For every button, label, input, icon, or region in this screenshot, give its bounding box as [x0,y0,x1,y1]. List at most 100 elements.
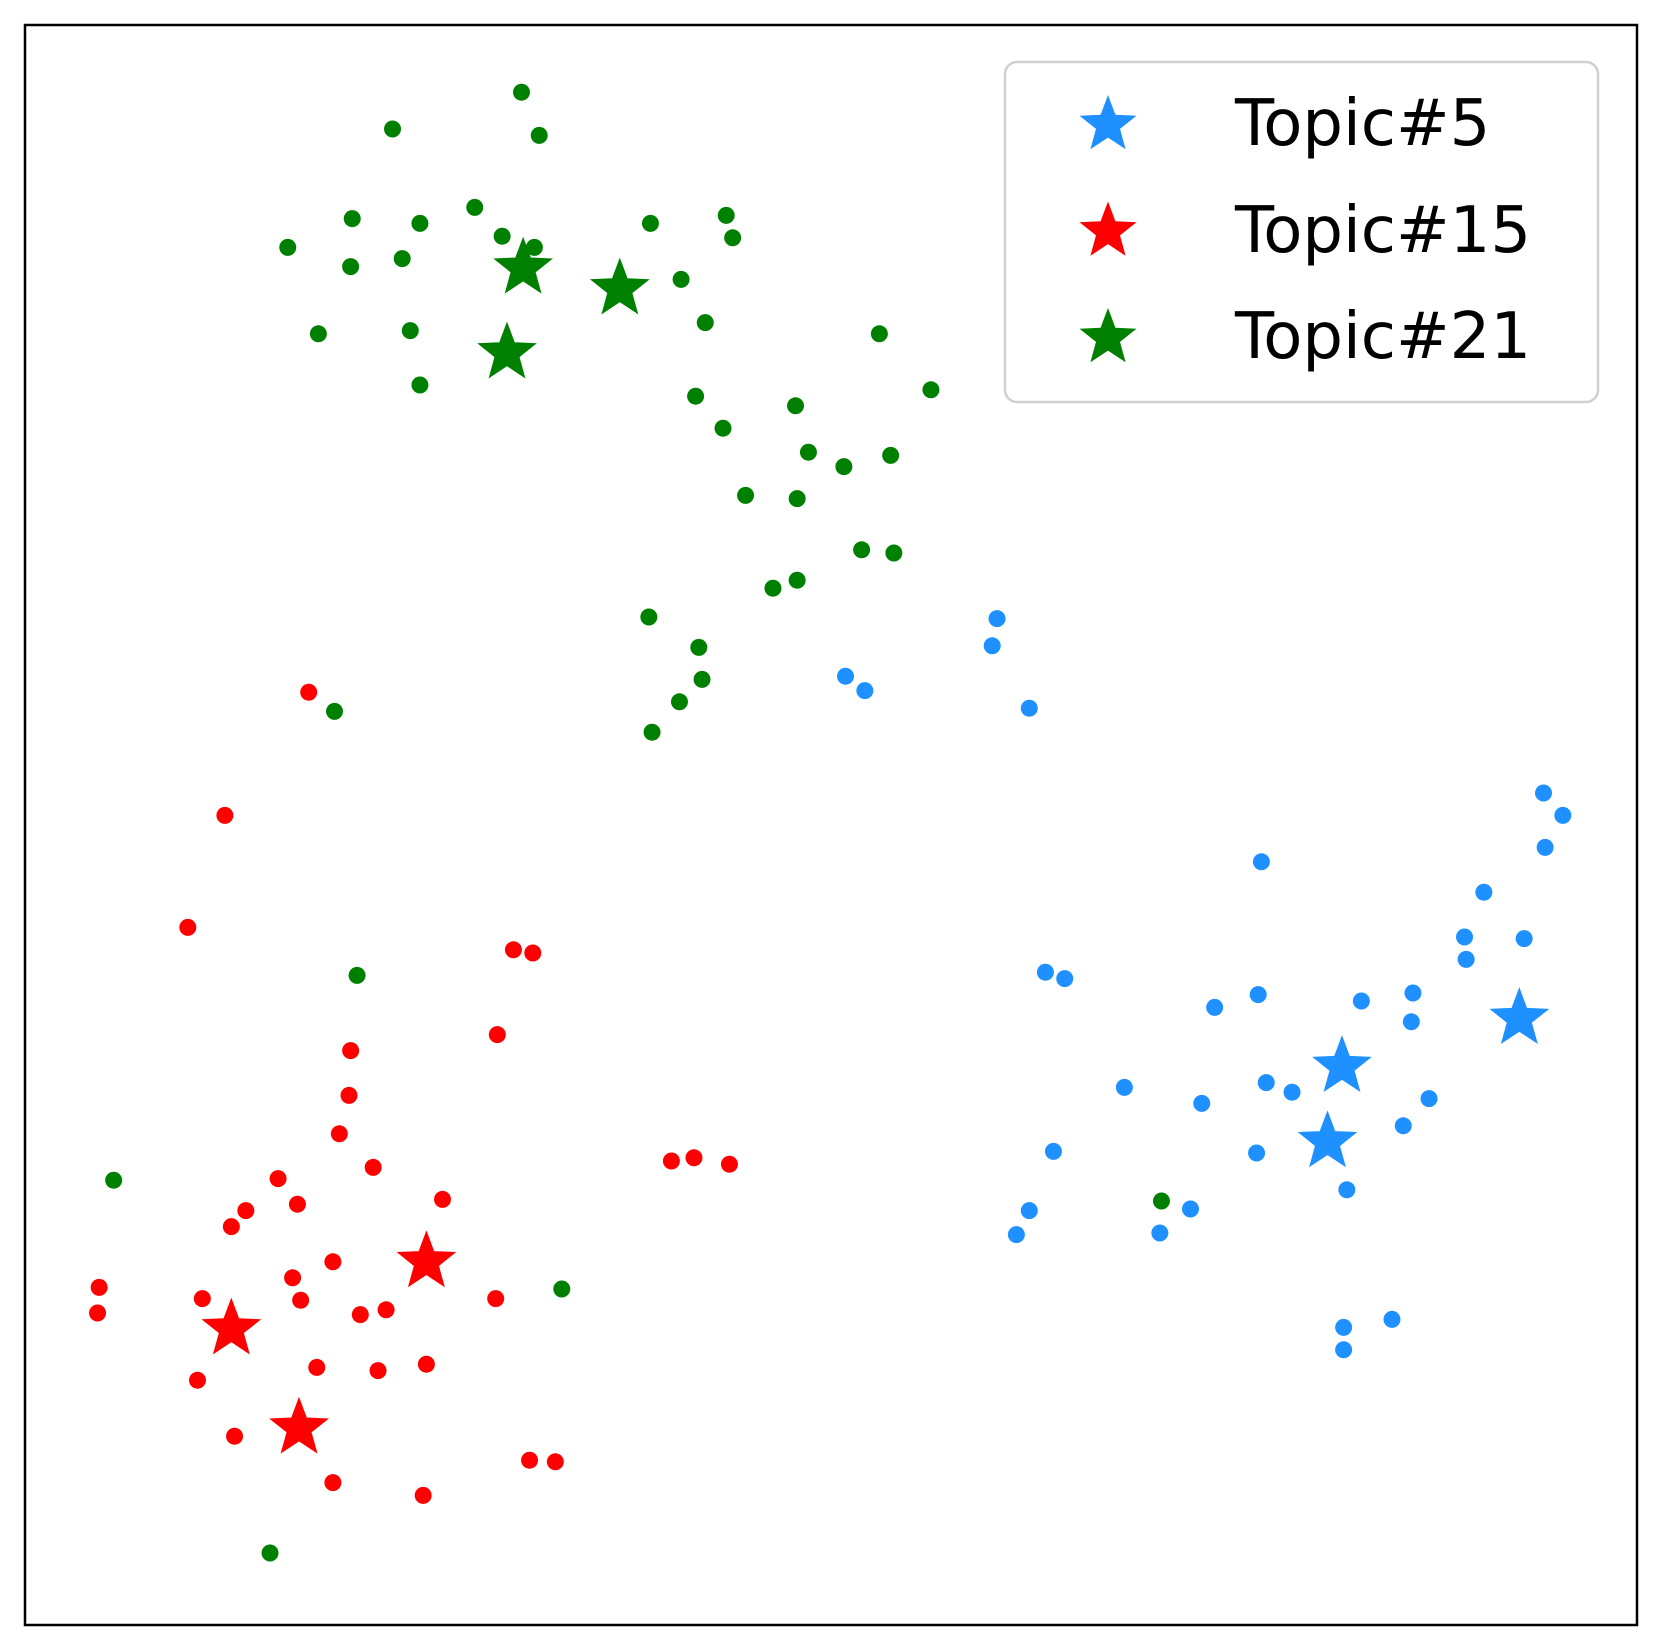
data-point-topic15 [524,944,542,962]
centroids-layer [201,236,1550,1454]
data-point-topic5 [1456,928,1474,946]
centroid-star-topic5 [1297,1110,1358,1168]
data-point-topic21 [411,214,429,232]
centroid-star-topic21 [493,236,553,294]
data-point-topic21 [466,198,484,216]
data-point-topic5 [1457,950,1475,968]
centroid-star-topic5 [1489,987,1550,1045]
data-point-topic15 [720,1155,738,1173]
data-point-topic15 [284,1269,302,1287]
data-point-topic21 [835,458,853,476]
data-point-topic5 [1283,1083,1301,1101]
data-point-topic5 [1338,1181,1356,1199]
data-point-topic15 [340,1086,358,1104]
legend: Topic#5 Topic#15 Topic#21 [1003,60,1600,404]
data-point-topic5 [1115,1078,1133,1096]
data-point-topic15 [188,1371,206,1389]
data-point-topic15 [377,1301,395,1319]
data-point-topic5 [1020,1202,1038,1220]
data-point-topic5 [1036,963,1054,981]
legend-label-topic21: Topic#21 [1234,300,1531,374]
data-point-topic5 [1206,998,1224,1016]
centroid-star-topic21 [477,321,537,379]
data-point-topic21 [530,126,548,144]
data-point-topic5 [1056,970,1074,988]
data-point-topic21 [870,325,888,343]
data-point-topic21 [512,83,530,101]
data-point-topic5 [988,610,1006,628]
data-point-topic21 [788,490,806,508]
data-point-topic21 [885,544,903,562]
data-point-topic21 [309,325,327,343]
data-point-topic5 [856,682,874,700]
data-point-topic5 [1394,1117,1412,1135]
data-point-topic21 [882,446,900,464]
data-point-topic15 [237,1202,255,1220]
data-point-topic21 [643,723,661,741]
data-point-topic21 [853,541,871,559]
centroid-star-topic5 [1312,1035,1372,1093]
data-point-topic21 [493,227,511,245]
legend-marker-topic21 [1079,308,1137,363]
data-point-topic15 [546,1453,564,1471]
centroid-star-topic15 [396,1230,457,1288]
data-point-topic15 [288,1195,306,1213]
data-point-topic15 [308,1358,326,1376]
data-point-topic21 [326,702,344,720]
data-point-topic5 [1151,1224,1169,1242]
data-point-topic15 [324,1253,342,1271]
data-point-topic5 [1181,1200,1199,1218]
data-point-topic5 [837,667,855,685]
data-point-topic5 [1383,1310,1401,1328]
points-layer [89,83,1572,1562]
centroid-star-topic15 [269,1396,329,1454]
centroid-star-topic21 [589,257,650,315]
data-point-topic21 [401,322,419,340]
data-point-topic15 [89,1304,107,1322]
data-point-topic5 [1335,1341,1353,1359]
data-point-topic15 [222,1218,240,1236]
data-point-topic15 [434,1190,452,1208]
data-point-topic21 [105,1171,123,1189]
data-point-topic15 [414,1486,432,1504]
data-point-topic5 [1475,883,1493,901]
data-point-topic21 [411,376,429,394]
data-point-topic21 [696,314,714,332]
data-point-topic21 [279,238,297,256]
data-point-topic21 [687,387,705,405]
data-point-topic5 [1535,784,1553,802]
data-point-topic15 [417,1355,435,1373]
data-point-topic5 [1193,1094,1211,1112]
data-point-topic15 [662,1152,680,1170]
data-point-topic5 [1404,984,1422,1002]
data-point-topic15 [342,1042,360,1060]
data-point-topic21 [764,579,782,597]
data-point-topic15 [292,1291,310,1309]
legend-label-topic5: Topic#5 [1234,87,1490,161]
data-point-topic21 [788,571,806,589]
data-point-topic21 [384,120,402,138]
data-point-topic5 [1420,1090,1438,1108]
data-point-topic5 [1515,930,1533,948]
data-point-topic21 [525,238,543,256]
data-point-topic21 [787,397,805,415]
data-point-topic21 [1152,1192,1170,1210]
data-point-topic15 [300,683,318,701]
data-point-topic5 [1536,838,1554,856]
data-point-topic21 [393,250,411,268]
data-point-topic15 [269,1170,287,1188]
legend-marker-topic15 [1079,201,1137,256]
data-point-topic15 [90,1278,108,1296]
data-point-topic5 [1554,806,1572,824]
data-point-topic21 [717,206,735,224]
data-point-topic21 [737,486,755,504]
legend-marker-topic5 [1079,95,1137,150]
data-point-topic15 [330,1125,348,1143]
data-point-topic21 [641,214,659,232]
data-point-topic15 [488,1026,506,1044]
data-point-topic21 [553,1280,571,1298]
data-point-topic15 [193,1290,211,1308]
centroid-star-topic15 [201,1297,262,1355]
data-point-topic5 [1249,986,1267,1004]
